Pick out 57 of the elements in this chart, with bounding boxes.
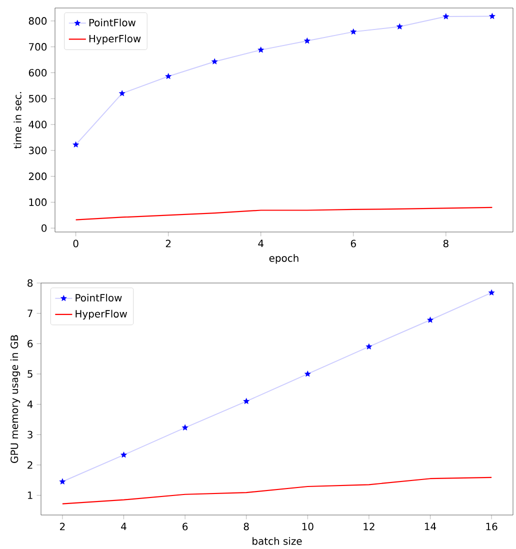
point <box>258 46 264 53</box>
y-tick-label: 8 <box>28 279 33 287</box>
y-tick-label: 200 <box>28 172 47 180</box>
point <box>211 58 218 64</box>
y-tick-label: 3 <box>28 430 32 438</box>
x-tick-label: 14 <box>425 522 436 530</box>
y-tick-label: 400 <box>28 120 47 128</box>
x-tick-label: 16 <box>486 522 498 530</box>
x-tick-label: 6 <box>182 522 188 530</box>
y-axis-title: GPU memory usage in GB <box>10 335 20 463</box>
legend-label: HyperFlow <box>76 310 127 320</box>
x-tick-label: 8 <box>244 522 249 530</box>
y-tick-label: 800 <box>28 17 47 25</box>
point <box>488 12 496 20</box>
y-tick-label: 7 <box>28 310 32 317</box>
point <box>182 424 188 430</box>
y-tick-label: 700 <box>29 43 47 51</box>
point <box>120 451 128 458</box>
point <box>304 370 311 377</box>
x-tick-label: 6 <box>350 240 356 248</box>
x-tick-label: 4 <box>121 522 126 530</box>
y-tick-label: 300 <box>28 146 47 154</box>
x-tick-label: 2 <box>166 240 171 248</box>
x-tick-label: 4 <box>258 240 264 248</box>
point <box>488 289 495 296</box>
point <box>118 90 126 96</box>
point <box>396 23 403 30</box>
x-tick-label: 12 <box>364 522 374 530</box>
point <box>426 316 434 323</box>
x-axis-title: epoch <box>269 254 298 264</box>
point <box>366 343 372 350</box>
point <box>243 398 250 404</box>
point <box>72 141 80 148</box>
x-tick-label: 0 <box>73 240 78 248</box>
x-axis-title: batch size <box>252 537 302 545</box>
y-tick-label: 100 <box>29 198 47 206</box>
y-tick-label: 5 <box>28 370 32 378</box>
y-tick-label: 500 <box>28 94 47 102</box>
y-tick-label: 1 <box>28 492 32 499</box>
legend-label: PointFlow <box>89 18 136 26</box>
y-tick-label: 6 <box>28 340 33 348</box>
y-tick-label: 600 <box>28 68 47 76</box>
legend-label: PointFlow <box>76 294 122 302</box>
x-tick-label: 2 <box>60 522 65 530</box>
legend-label: HyperFlow <box>89 34 141 44</box>
point <box>59 478 66 484</box>
line-series <box>62 476 492 504</box>
point <box>165 72 172 80</box>
x-tick-label: 10 <box>302 522 314 530</box>
y-tick-label: 0 <box>42 224 47 232</box>
point <box>350 28 357 35</box>
x-tick-label: 8 <box>443 240 448 248</box>
point <box>442 13 450 20</box>
y-tick-label: 4 <box>27 400 33 408</box>
point <box>304 37 310 44</box>
y-axis-title: time in sec. <box>14 92 22 149</box>
y-tick-label: 2 <box>28 461 32 469</box>
